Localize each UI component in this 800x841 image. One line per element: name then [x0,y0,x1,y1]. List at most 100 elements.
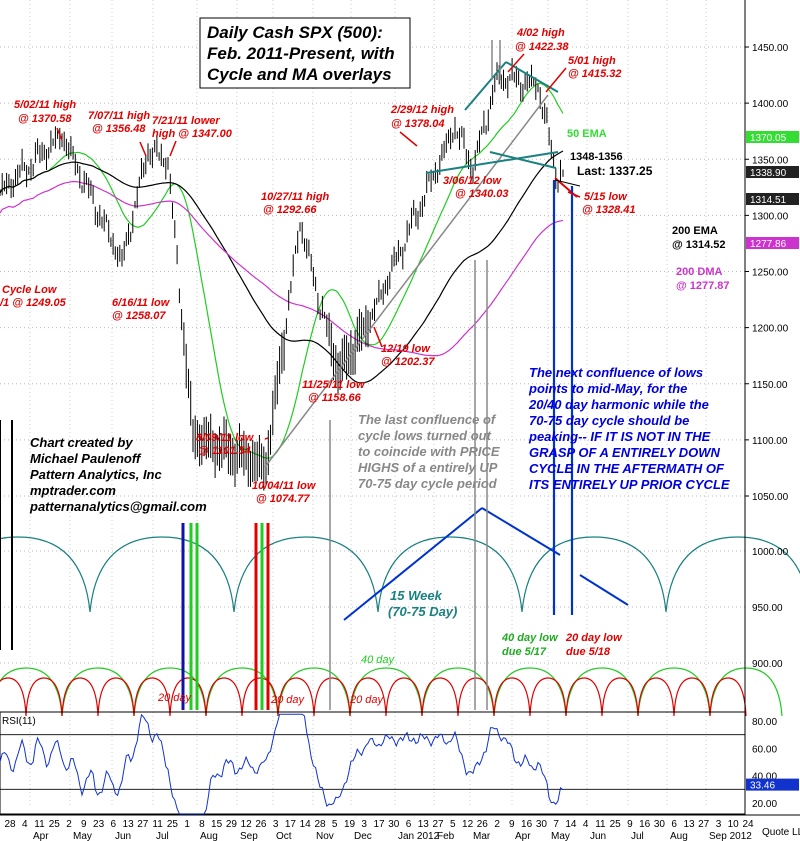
axis-badge-value: 1370.05 [750,133,787,144]
gray-note-line-3: to coincide with PRICE [358,444,500,459]
annotation-1219-low: 12/19 low [381,343,431,355]
blue-note-line-2: points to mid-May, for the [528,381,687,396]
y-tick-label-lower: 900.00 [752,659,783,670]
ema-50-line [0,82,564,459]
x-tick-day: 30 [654,819,666,830]
credit-line-4: mptrader.com [30,483,116,498]
label-40-day: 40 day [361,654,396,666]
x-tick-day: 27 [137,819,149,830]
axis-badge [746,237,799,249]
label-15-week-sub: (70-75 Day) [388,604,457,619]
price-bars [0,58,564,491]
annotation-1004-low: 10/04/11 low [252,480,317,492]
x-tick-day: 11 [595,819,606,830]
label-50-ema: 50 EMA [567,128,607,140]
label-15-week: 15 Week [390,588,443,603]
rsi-line [0,713,564,815]
annotation-0707-value: @ 1356.48 [92,123,146,135]
annotation-0229-value: @ 1378.04 [391,118,445,130]
channel-top-left [464,61,507,111]
title-box [199,17,411,89]
x-tick-day: 14 [300,819,312,830]
annotation-1027-high: 10/27/11 high [261,191,330,203]
x-tick-day: 26 [255,819,267,830]
label-200-ema-value: @ 1314.52 [672,239,726,251]
annotation-cycle-low: Cycle Low [2,284,58,296]
y-tick-label: 1200.00 [752,324,789,335]
rsi-label: RSI(11) [2,716,36,727]
y-tick-label: 1350.00 [752,155,789,166]
blue-note-line-5: peaking-- IF IT IS NOT IN THE [528,429,711,444]
cycle-40-day [0,667,783,717]
label-20-day-low: 20 day low [565,632,623,644]
x-tick-day: 11 [34,819,45,830]
rsi-tick-label: 40.00 [752,772,777,783]
x-tick-day: 25 [49,819,61,830]
annotation-0616-value: @ 1258.07 [112,310,166,322]
x-tick-month: Jan 2012 [398,831,440,841]
x-tick-day: 3 [716,819,722,830]
annotation-0616-low: 6/16/11 low [112,297,171,309]
rsi-tick-label: 60.00 [752,744,777,755]
x-tick-day: 24 [742,819,754,830]
rsi-badge [746,778,799,791]
x-tick-month: Sep 2012 [709,831,752,841]
label-20-day-c: 20 day [349,694,385,706]
cycle-overlays [0,536,800,717]
gray-note-line-5: 70-75 day cycle period [358,476,498,491]
x-tick-day: 7 [553,819,559,830]
annotation-0721-high: 7/21/11 lower [152,115,220,127]
annotation-0306-value: @ 1340.03 [455,188,509,200]
gray-note-line-1: The last confluence of [358,412,497,427]
credit-line-2: Michael Paulenoff [30,451,142,466]
x-tick-day: 27 [698,819,710,830]
credit-line-1: Chart created by [30,435,133,450]
blue-note-line-3: 20/40 day harmonic while the [528,397,709,412]
x-tick-month: Dec [354,831,372,841]
x-tick-day: 2 [494,819,500,830]
dma-200-line [0,180,564,357]
annotation-arrows [56,53,581,440]
channel-bottom [425,151,559,174]
label-20-day-a: 20 day [157,692,193,704]
y-tick-label: 1250.00 [752,268,789,279]
x-tick-day: 5 [332,819,338,830]
annotation-0306-low: 3/06/12 low [443,175,503,187]
x-tick-day: 3 [273,819,279,830]
y-tick-label: 1300.00 [752,211,789,222]
x-tick-day: 17 [285,819,297,830]
blue-note-line-1: The next confluence of lows [529,365,703,380]
x-tick-day: 28 [314,819,326,830]
x-tick-month: Jun [115,831,131,841]
x-tick-day: 19 [344,819,356,830]
annotation-0721-value: high @ 1347.00 [152,128,233,140]
x-tick-day: 23 [93,819,105,830]
x-tick-day: 25 [610,819,622,830]
chart-title-line-2: Feb. 2011-Present, with [207,44,395,63]
rsi-panel [0,711,746,815]
label-20-day-due: due 5/18 [566,646,611,658]
y-tick-label: 1450.00 [752,43,789,54]
blue-note-line-7: CYCLE IN THE AFTERMATH OF [529,461,725,476]
label-40-day-due: due 5/17 [502,646,547,658]
rsi-badge-value: 33.46 [750,781,775,792]
x-tick-day: 11 [152,819,163,830]
cycle-down-line-2 [579,574,629,606]
support-trendline [264,94,549,468]
axis-badge-value: 1314.51 [750,195,787,206]
copyright: Quote LLC [762,827,800,838]
label-40-day-low: 40 day low [501,632,559,644]
cycle-15-week [0,536,800,613]
x-tick-month: Apr [515,831,531,841]
x-tick-day: 10 [728,819,740,830]
x-tick-day: 2 [66,819,72,830]
blue-note-line-4: 70-75 day cycle should be [529,413,689,428]
annotation-0515-low: 5/15 low [584,191,628,203]
cycle-down-line [481,507,561,556]
y-tick-label: 1050.00 [752,492,789,503]
credit-line-3: Pattern Analytics, Inc [30,467,162,482]
last-tick [554,179,581,187]
annotation-0501-value: @ 1415.32 [568,68,622,80]
channel-mid [489,151,557,169]
